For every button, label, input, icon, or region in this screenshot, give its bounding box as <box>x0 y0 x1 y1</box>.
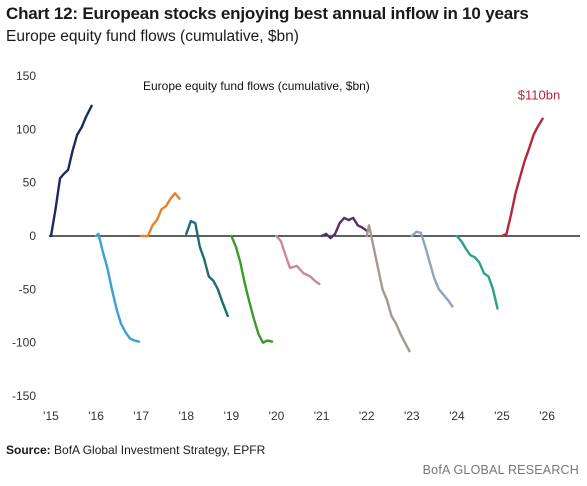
x-tick-label: '15 <box>43 409 59 423</box>
series-line-4 <box>185 219 229 318</box>
x-tick-label: '21 <box>314 409 330 423</box>
y-tick-label: 50 <box>23 176 37 190</box>
x-tick-label: '18 <box>178 409 194 423</box>
series-line-3 <box>140 192 181 238</box>
annotation-label: $110bn <box>518 87 560 102</box>
x-tick-label: '23 <box>404 409 420 423</box>
y-tick-label: 150 <box>16 69 36 83</box>
y-tick-label: 100 <box>16 122 36 136</box>
brand-label: BofA GLOBAL RESEARCH <box>422 463 579 477</box>
x-tick-label: '26 <box>539 409 555 423</box>
source-text: BofA Global Investment Strategy, EPFR <box>50 443 266 457</box>
series-line-8 <box>365 224 411 353</box>
series-line-11 <box>500 117 544 238</box>
series-line-9 <box>410 230 454 308</box>
chart-title: Chart 12: European stocks enjoying best … <box>6 4 529 23</box>
x-tick-label: '24 <box>449 409 465 423</box>
chart-subtitle: Europe equity fund flows (cumulative, $b… <box>6 28 299 45</box>
series-line-10 <box>455 234 499 310</box>
y-tick-label: -50 <box>19 282 37 296</box>
y-tick-label: -150 <box>12 389 36 403</box>
series-line-2 <box>94 232 141 343</box>
series-line-6 <box>275 234 321 286</box>
x-tick-label: '16 <box>88 409 104 423</box>
series-line-5 <box>230 234 274 344</box>
x-tick-label: '17 <box>133 409 149 423</box>
x-tick-label: '20 <box>269 409 285 423</box>
x-tick-label: '22 <box>359 409 375 423</box>
y-tick-label: -100 <box>12 336 36 350</box>
series-line-7 <box>320 216 368 240</box>
source-label: Source: <box>6 443 51 457</box>
inner-chart-title: Europe equity fund flows (cumulative, $b… <box>143 79 370 93</box>
series-line-1 <box>49 104 93 238</box>
x-tick-label: '25 <box>494 409 510 423</box>
y-tick-label: 0 <box>29 229 36 243</box>
x-tick-label: '19 <box>224 409 240 423</box>
source-note: Source: BofA Global Investment Strategy,… <box>6 443 265 457</box>
